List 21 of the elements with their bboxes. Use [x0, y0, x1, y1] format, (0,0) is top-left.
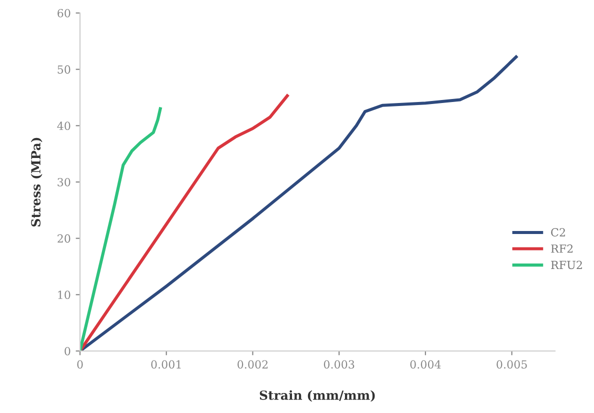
y-tick-label: 60 — [58, 8, 70, 18]
y-tick-label: 20 — [58, 234, 70, 243]
y-axis-title: Stress (MPa) — [30, 138, 42, 226]
y-tick-label: 50 — [58, 65, 70, 74]
y-tick-label: 10 — [58, 290, 70, 300]
x-axis-title: Strain (mm/mm) — [260, 390, 375, 402]
legend-label: RFU2 — [551, 260, 582, 270]
x-tick-label: 0.003 — [324, 360, 354, 369]
x-tick-label: 0.005 — [496, 360, 527, 369]
y-tick-label: 0 — [64, 346, 70, 356]
x-tick-label: 0.001 — [151, 360, 181, 369]
x-tick-label: 0 — [77, 360, 83, 369]
y-tick-label: 40 — [57, 122, 70, 130]
line-series — [80, 94, 289, 351]
line-series — [80, 107, 162, 351]
legend-label: C2 — [551, 228, 565, 237]
legend-label: RF2 — [551, 244, 573, 253]
y-tick-label: 30 — [58, 178, 70, 186]
x-tick-label: 0.004 — [410, 360, 441, 369]
line-series — [80, 55, 518, 351]
x-tick-label: 0.002 — [238, 360, 268, 369]
